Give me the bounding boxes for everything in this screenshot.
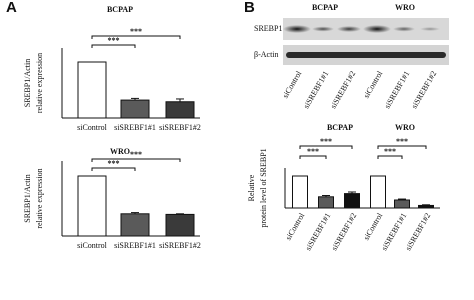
bar bbox=[370, 175, 386, 209]
x-tick-label: siSREBF1#1 bbox=[114, 241, 156, 250]
y-axis-label: SREBP1/Actin bbox=[23, 174, 32, 222]
y-axis-label: protein level of SREBP1 bbox=[259, 148, 268, 227]
x-tick-label: siControl bbox=[284, 211, 307, 242]
y-axis-label: relative expression bbox=[35, 53, 44, 113]
lane-label: siControl bbox=[362, 69, 385, 100]
significance-label: *** bbox=[130, 150, 142, 159]
x-tick-label: siControl bbox=[77, 123, 108, 132]
error-bar bbox=[322, 195, 330, 197]
bar bbox=[344, 193, 360, 209]
bar bbox=[394, 199, 410, 209]
bar bbox=[120, 213, 150, 237]
chart-title: BCPAP bbox=[327, 123, 353, 132]
bar bbox=[120, 99, 150, 119]
significance-label: *** bbox=[130, 27, 142, 36]
significance-bracket bbox=[91, 167, 136, 171]
error-bar bbox=[176, 98, 184, 102]
bar bbox=[292, 175, 308, 209]
blot-group: BCPAP bbox=[312, 3, 338, 12]
significance-bracket bbox=[377, 155, 403, 159]
chart-title: WRO bbox=[395, 123, 415, 132]
x-tick-label: siSREBF1#1 bbox=[304, 211, 333, 252]
bar bbox=[77, 61, 107, 119]
significance-bracket bbox=[91, 44, 136, 48]
lane-label: siSREBF1#2 bbox=[410, 69, 439, 110]
significance-bracket bbox=[377, 145, 427, 149]
error-bar bbox=[398, 198, 406, 200]
x-tick-label: siSREBF1#2 bbox=[330, 211, 359, 252]
bar bbox=[318, 196, 334, 209]
blot-row-label: SREBP1 bbox=[254, 24, 282, 33]
significance-bracket bbox=[91, 35, 181, 39]
significance-label: *** bbox=[384, 147, 396, 156]
x-tick-label: siControl bbox=[362, 211, 385, 242]
bar bbox=[165, 213, 195, 237]
error-bar bbox=[176, 213, 184, 215]
significance-label: *** bbox=[307, 147, 319, 156]
x-tick-label: siSREBF1#2 bbox=[159, 241, 201, 250]
x-tick-label: siSREBF1#1 bbox=[114, 123, 156, 132]
y-axis-label: SREBP1/Actin bbox=[23, 59, 32, 107]
panel-label: B bbox=[244, 0, 255, 16]
error-bar bbox=[348, 191, 356, 194]
chart-title: WRO bbox=[110, 147, 130, 156]
x-tick-label: siControl bbox=[77, 241, 108, 250]
significance-bracket bbox=[91, 158, 181, 162]
blot-group: WRO bbox=[395, 3, 415, 12]
x-tick-label: siSREBF1#2 bbox=[159, 123, 201, 132]
error-bar bbox=[131, 212, 139, 214]
bar bbox=[77, 175, 107, 237]
significance-label: *** bbox=[320, 137, 332, 146]
error-bar bbox=[131, 97, 139, 101]
y-axis-label: relative expression bbox=[35, 168, 44, 228]
significance-bracket bbox=[299, 155, 327, 159]
blot-image bbox=[283, 18, 449, 65]
lane-label: siSREBF1#1 bbox=[302, 69, 331, 110]
chart-title: BCPAP bbox=[107, 5, 133, 14]
lane-label: siSREBF1#1 bbox=[383, 69, 412, 110]
error-bar bbox=[422, 204, 430, 206]
panel-label: A bbox=[6, 0, 17, 16]
blot-row-label: β-Actin bbox=[254, 50, 279, 59]
significance-label: *** bbox=[108, 159, 120, 168]
lane-label: siControl bbox=[281, 69, 304, 100]
bar bbox=[165, 101, 195, 119]
x-tick-label: siSREBF1#2 bbox=[404, 211, 433, 252]
significance-label: *** bbox=[108, 36, 120, 45]
lane-label: siSREBF1#2 bbox=[329, 69, 358, 110]
bar bbox=[418, 204, 434, 209]
y-axis-label: Relative bbox=[247, 174, 256, 201]
significance-bracket bbox=[299, 145, 353, 149]
significance-label: *** bbox=[396, 137, 408, 146]
